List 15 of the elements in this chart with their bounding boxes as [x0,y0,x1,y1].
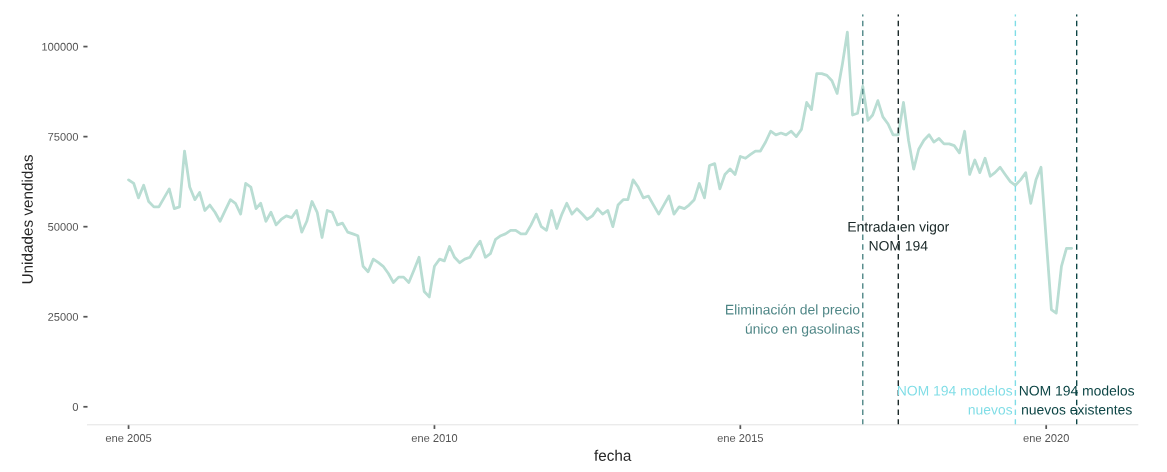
x-tick-label: ene 2020 [1023,434,1069,442]
ref-line-label: Eliminación del precio único en gasolinas [726,304,860,337]
x-tick-label: ene 2015 [717,434,764,442]
y-tick-label: 0 [72,403,79,411]
x-tick-label: ene 2005 [105,434,152,442]
ref-line-label: NOM 194 modelos nuevos existentes [1019,385,1135,415]
y-axis-title: Unidades vendidas [21,155,33,284]
y-tick-label: 25000 [48,313,79,321]
y-tick-label: 100000 [42,42,79,51]
y-tick-label: 50000 [48,222,79,231]
ref-line-label: Entrada en vigor NOM 194 [848,221,950,251]
x-axis-title: fecha [594,449,632,461]
y-tick-label: 75000 [48,132,79,141]
ref-line-label: NOM 194 modelos nuevos [897,385,1013,415]
x-tick-label: ene 2010 [411,434,458,442]
